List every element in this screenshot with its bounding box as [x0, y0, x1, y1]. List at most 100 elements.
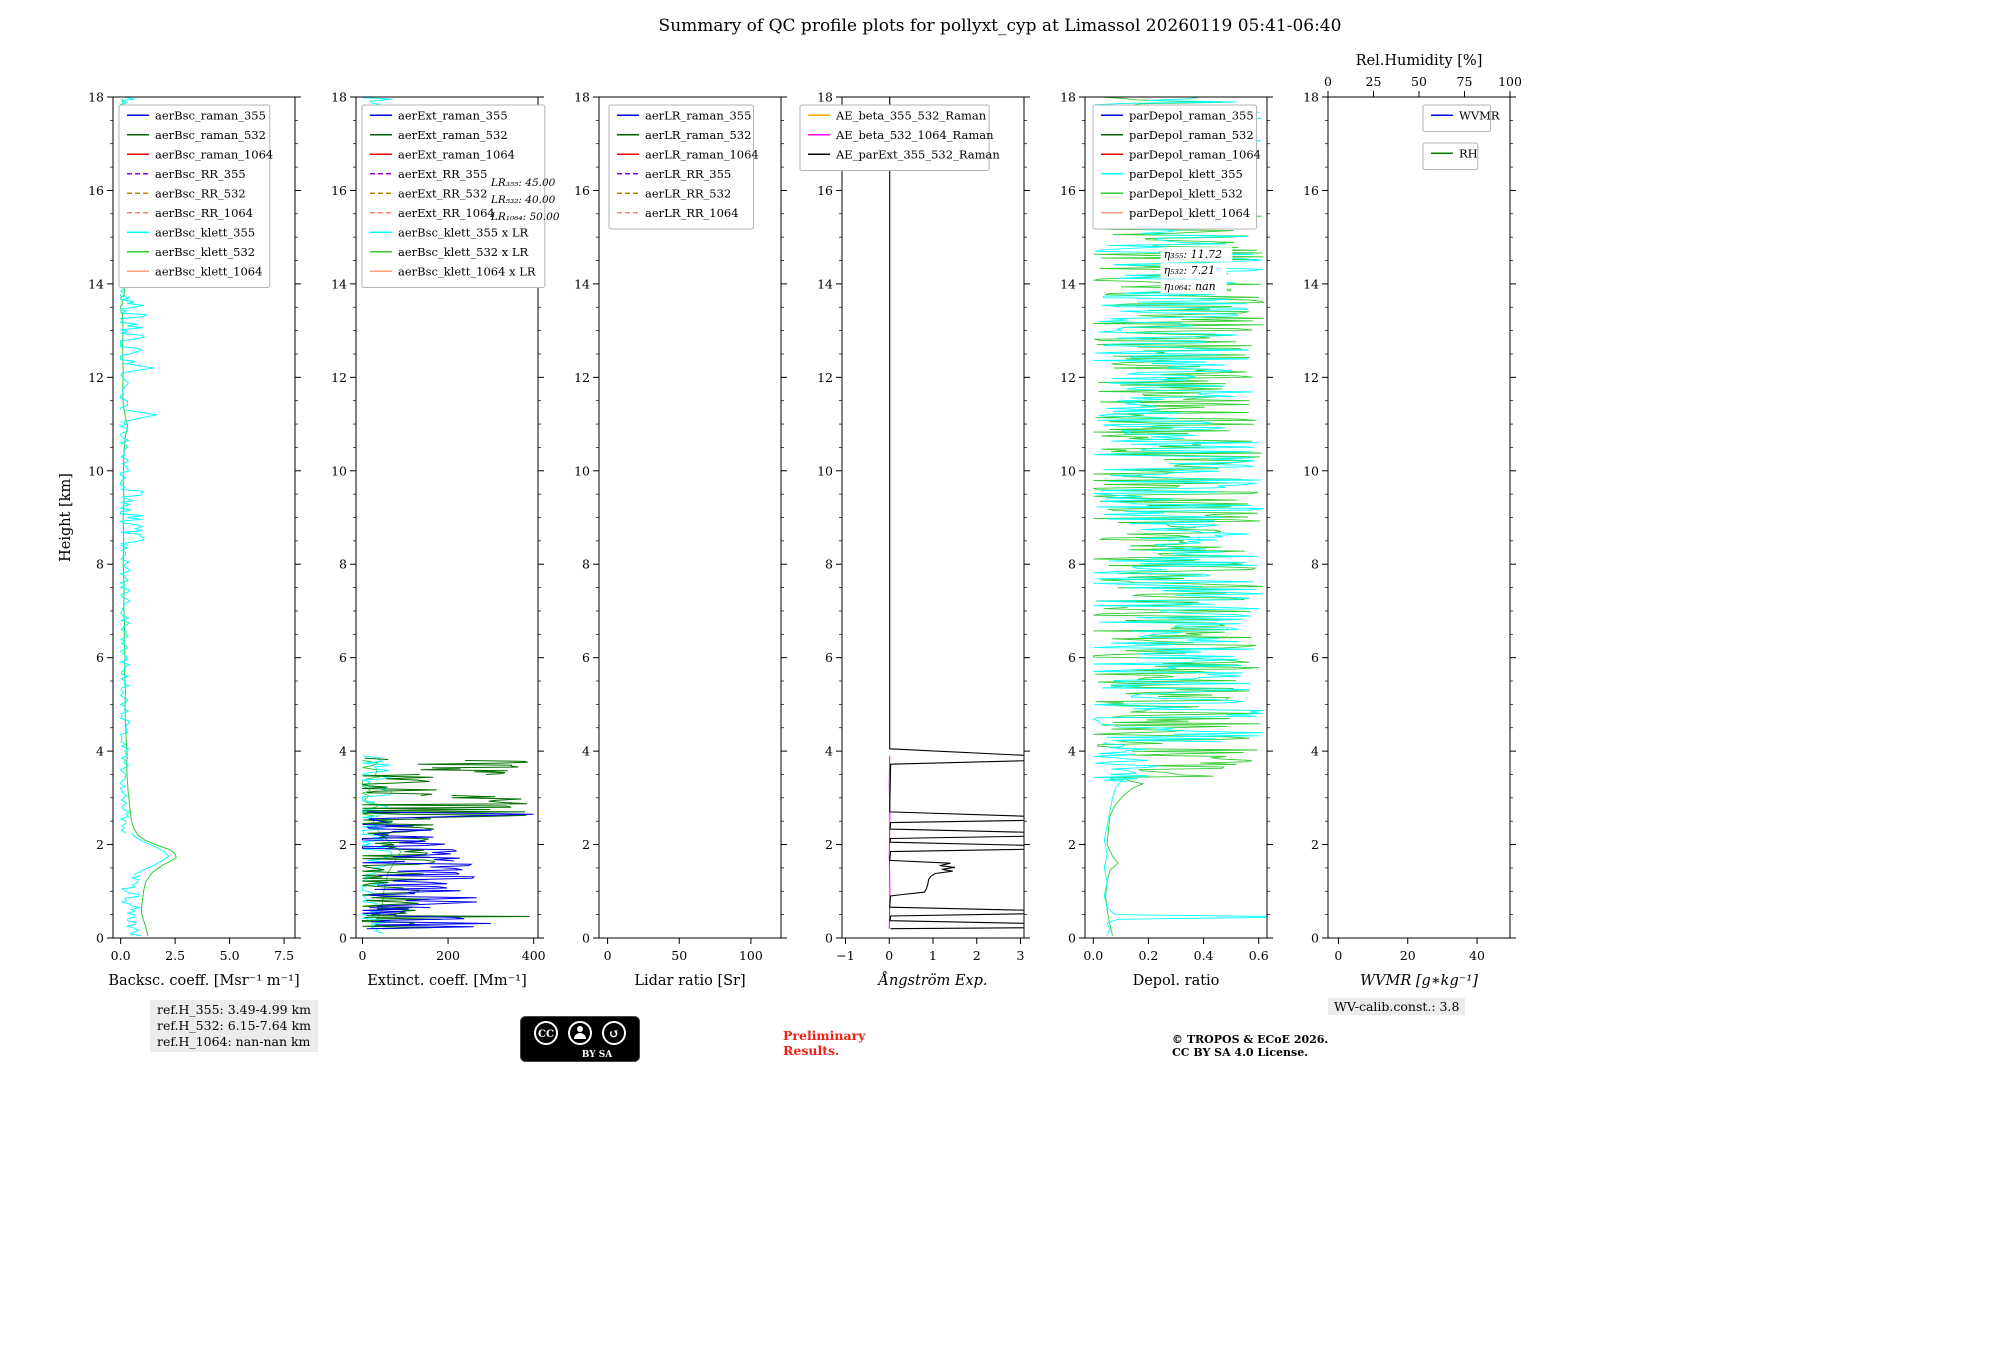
svg-text:η₃₅₅: 11.72: η₃₅₅: 11.72	[1164, 248, 1223, 261]
svg-text:14: 14	[817, 276, 833, 291]
svg-text:WVMR: WVMR	[1459, 108, 1500, 122]
svg-text:0: 0	[339, 931, 347, 946]
svg-text:parDepol_klett_355: parDepol_klett_355	[1129, 167, 1243, 181]
svg-text:aerLR_RR_1064: aerLR_RR_1064	[645, 206, 739, 220]
svg-text:aerBsc_raman_1064: aerBsc_raman_1064	[155, 147, 273, 161]
svg-text:0: 0	[358, 948, 366, 963]
svg-text:2: 2	[1068, 837, 1076, 852]
svg-text:aerExt_RR_355: aerExt_RR_355	[398, 167, 487, 181]
svg-text:16: 16	[1303, 183, 1319, 198]
svg-text:6: 6	[825, 650, 833, 665]
series-aerExt_raman_355	[362, 907, 465, 923]
svg-text:200: 200	[436, 948, 460, 963]
cc-icon	[534, 1021, 558, 1045]
svg-text:aerExt_raman_1064: aerExt_raman_1064	[398, 147, 515, 161]
svg-text:50: 50	[671, 948, 687, 963]
svg-text:0: 0	[1311, 931, 1319, 946]
svg-text:400: 400	[522, 948, 546, 963]
svg-text:0: 0	[96, 931, 104, 946]
svg-text:2: 2	[96, 837, 104, 852]
series-aerBsc_klett_355	[121, 875, 141, 937]
svg-text:0: 0	[825, 931, 833, 946]
axes-frame-wvmr	[1327, 96, 1511, 939]
svg-text:−1: −1	[836, 948, 854, 963]
svg-text:40: 40	[1469, 948, 1485, 963]
svg-text:14: 14	[574, 276, 590, 291]
svg-text:Backsc. coeff. [Msr⁻¹ m⁻¹]: Backsc. coeff. [Msr⁻¹ m⁻¹]	[108, 973, 299, 989]
svg-text:14: 14	[1060, 276, 1076, 291]
svg-text:18: 18	[1060, 90, 1076, 105]
panel-extinction: 0 2 4 6 8 10 12 14 16 18 0 200 400 Extinct. coeff. [M…	[331, 90, 560, 990]
svg-text:8: 8	[96, 557, 104, 572]
by-sa-label: BY SA	[582, 1050, 614, 1060]
series-aerBsc_klett_355	[119, 421, 131, 490]
svg-text:0: 0	[1334, 948, 1342, 963]
svg-text:2: 2	[1311, 837, 1319, 852]
wv-calib-note: WV-calib.const.: 3.8	[1328, 998, 1466, 1015]
svg-text:aerLR_raman_355: aerLR_raman_355	[645, 108, 751, 122]
series-aerExt_raman_532	[364, 915, 530, 918]
svg-text:18: 18	[88, 90, 104, 105]
svg-text:50: 50	[1411, 74, 1427, 89]
svg-text:12: 12	[331, 370, 347, 385]
svg-text:aerBsc_klett_355 x LR: aerBsc_klett_355 x LR	[398, 225, 529, 239]
svg-text:6: 6	[582, 650, 590, 665]
svg-text:Rel.Humidity [%]: Rel.Humidity [%]	[1356, 53, 1483, 69]
svg-text:aerExt_raman_355: aerExt_raman_355	[398, 108, 508, 122]
svg-text:aerBsc_RR_355: aerBsc_RR_355	[155, 167, 246, 181]
svg-text:0.6: 0.6	[1249, 948, 1269, 963]
cc-license-badge[interactable]: CC ↺ BY SA	[520, 1016, 640, 1062]
svg-text:2: 2	[582, 837, 590, 852]
svg-text:12: 12	[817, 370, 833, 385]
svg-text:aerBsc_klett_532: aerBsc_klett_532	[155, 245, 255, 259]
by-person-head	[577, 1026, 583, 1032]
svg-text:0.0: 0.0	[111, 948, 131, 963]
svg-text:Ångström Exp.: Ångström Exp.	[876, 971, 987, 989]
svg-text:aerBsc_klett_1064 x LR: aerBsc_klett_1064 x LR	[398, 264, 536, 278]
svg-text:aerBsc_klett_1064: aerBsc_klett_1064	[155, 264, 262, 278]
svg-text:8: 8	[1068, 557, 1076, 572]
series-aerExt_raman_355	[361, 824, 460, 862]
svg-text:10: 10	[817, 463, 833, 478]
sa-arrow-glyph: ↺	[609, 1027, 620, 1042]
series-aerExt_raman_532	[362, 795, 527, 822]
svg-text:2: 2	[973, 948, 981, 963]
svg-text:aerLR_raman_532: aerLR_raman_532	[645, 128, 751, 142]
svg-text:5.0: 5.0	[220, 948, 240, 963]
svg-text:10: 10	[88, 463, 104, 478]
svg-text:0: 0	[1068, 931, 1076, 946]
svg-text:4: 4	[582, 744, 590, 759]
svg-text:aerBsc_klett_355: aerBsc_klett_355	[155, 225, 255, 239]
preliminary-note: Preliminary Results.	[783, 1028, 866, 1058]
svg-text:16: 16	[88, 183, 104, 198]
reference-height-box: ref.H_355: 3.49-4.99 km ref.H_532: 6.15-…	[150, 1000, 319, 1052]
svg-text:Lidar ratio [Sr]: Lidar ratio [Sr]	[634, 973, 745, 989]
svg-text:aerBsc_RR_1064: aerBsc_RR_1064	[155, 206, 253, 220]
svg-text:aerLR_raman_1064: aerLR_raman_1064	[645, 147, 759, 161]
svg-text:2: 2	[339, 837, 347, 852]
series-aerBsc_klett_355	[131, 832, 170, 876]
cc-icon-label: CC	[538, 1029, 554, 1040]
series-aerBsc_klett_355	[119, 545, 131, 834]
svg-text:4: 4	[825, 744, 833, 759]
svg-text:6: 6	[1068, 650, 1076, 665]
svg-text:4: 4	[1311, 744, 1319, 759]
svg-text:3: 3	[1017, 948, 1025, 963]
svg-text:aerBsc_raman_532: aerBsc_raman_532	[155, 128, 266, 142]
series-aerExt_raman_532	[364, 757, 389, 760]
svg-text:LR₁₀₆₄: 50.00: LR₁₀₆₄: 50.00	[490, 211, 560, 223]
series-aerExt_raman_355	[366, 811, 534, 824]
svg-text:2: 2	[825, 837, 833, 852]
svg-text:RH: RH	[1459, 146, 1478, 160]
panel-backscatter: 0 2 4 6 8 10 12 14 16 18 0.0 2.5 5.0 7.5 Backsc. coeff…	[58, 90, 301, 989]
svg-text:LR₅₃₂: 40.00: LR₅₃₂: 40.00	[490, 194, 556, 206]
svg-text:8: 8	[339, 557, 347, 572]
svg-text:75: 75	[1457, 74, 1473, 89]
svg-text:14: 14	[1303, 276, 1319, 291]
series-aerExt_raman_355	[362, 860, 478, 909]
series-group-extinction	[360, 97, 534, 934]
svg-text:8: 8	[582, 557, 590, 572]
axes-frame-angstroem	[841, 96, 1025, 939]
svg-text:12: 12	[88, 370, 104, 385]
